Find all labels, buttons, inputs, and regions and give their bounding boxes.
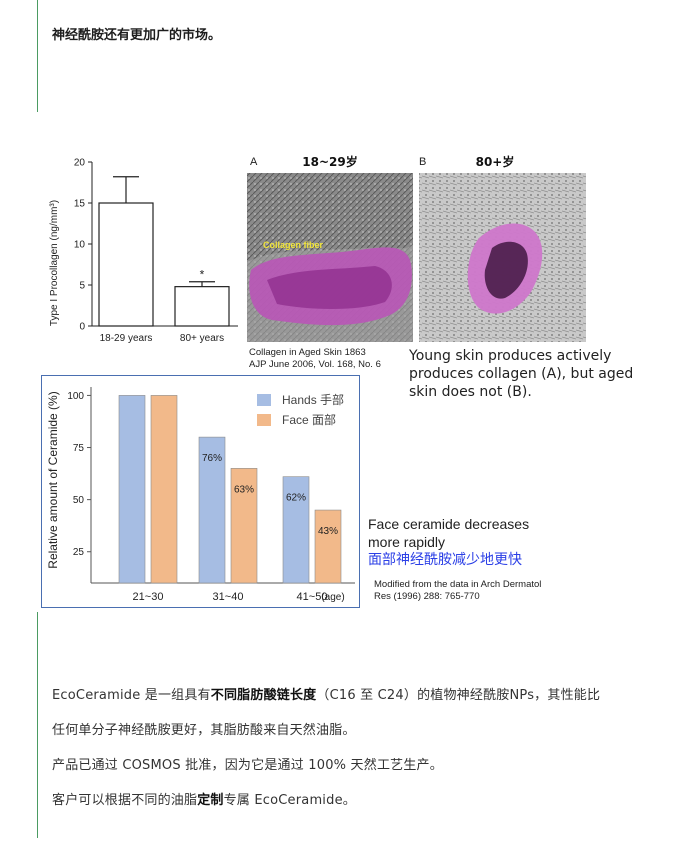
left-rule-top: [37, 0, 38, 112]
ceramide-bar-0-0: [118, 395, 146, 584]
ceramide-value-1-1: 63%: [234, 484, 254, 495]
ceramide-tick-label-0: 25: [73, 547, 85, 558]
ceramide-tick-label-1: 50: [73, 495, 85, 506]
ceramide-bar-0-2: [282, 476, 310, 584]
procollagen-xlabel-0: 18-29 years: [100, 333, 153, 344]
paragraph-4: 客户可以根据不同的油脂定制专属 EcoCeramide。: [52, 789, 356, 808]
ceramide-source: Modified from the data in Arch Dermatol …: [374, 579, 541, 603]
legend-hands: Hands 手部: [282, 392, 344, 407]
panel-b-letter: B: [419, 156, 426, 168]
paragraph-4-bold: 定制: [197, 793, 224, 808]
panel-a-title: 18~29岁: [302, 154, 357, 169]
procollagen-chart: Type I Procollagen (ng/mm³) 0 5 10 15 20 18-…: [38, 152, 243, 348]
procollagen-tick-label-0: 0: [79, 322, 85, 333]
procollagen-xlabels: 18-29 years 80+ years: [100, 333, 225, 344]
age-unit-label: (age): [321, 592, 344, 603]
legend-face: Face 面部: [282, 412, 336, 427]
paragraph-4-post: 专属 EcoCeramide。: [223, 793, 356, 808]
procollagen-ticks: 0 5 10 15 20: [74, 158, 92, 333]
ceramide-source-line1: Modified from the data in Arch Dermatol: [374, 579, 542, 590]
paragraph-2: 任何单分子神经酰胺更好，其脂肪酸来自天然油脂。: [52, 723, 356, 738]
ceramide-legend: Hands 手部 Face 面部: [257, 392, 344, 427]
ceramide-tick-label-2: 75: [73, 443, 85, 454]
ceramide-note-cn: 面部神经酰胺减少地更快: [368, 552, 522, 568]
panel-a-letter: A: [250, 156, 258, 168]
procollagen-tick-label-2: 10: [74, 240, 86, 251]
ceramide-bar-1-1: [230, 468, 258, 584]
collagen-note: Young skin produces actively produces co…: [409, 348, 634, 400]
procollagen-bar-0: [98, 202, 154, 327]
paragraph-1-pre: EcoCeramide 是一组具有: [52, 688, 211, 703]
micrograph-source: Collagen in Aged Skin 1863 AJP June 2006…: [249, 347, 381, 371]
ceramide-bars: 76% 63% 62% 43%: [118, 395, 342, 584]
micrograph-panel: A 18~29岁 B 80+岁 Collagen fiber: [247, 152, 586, 342]
ceramide-xlabels: 21~30 31~40 41~50: [133, 591, 328, 603]
ceramide-xlabel-0: 21~30: [133, 591, 164, 603]
paragraph-1-post: （C16 至 C24）的植物神经酰胺NPs，其性能比: [316, 688, 601, 703]
procollagen-tick-label-4: 20: [74, 158, 86, 169]
paragraph-1: EcoCeramide 是一组具有不同脂肪酸链长度（C16 至 C24）的植物神…: [52, 684, 600, 703]
procollagen-bar-1: [174, 286, 230, 327]
ceramide-bar-1-2: [314, 509, 342, 584]
procollagen-tick-label-1: 5: [79, 281, 85, 292]
paragraph-3: 产品已通过 COSMOS 批准，因为它是通过 100% 天然工艺生产。: [52, 758, 443, 773]
ceramide-note-line1: Face ceramide decreases: [368, 516, 530, 532]
ceramide-ylabel: Relative amount of Ceramide (%): [46, 391, 60, 568]
left-rule-bottom: [37, 612, 38, 838]
ceramide-xlabel-2: 41~50: [297, 591, 328, 603]
procollagen-bars: [98, 176, 230, 327]
micrograph-source-line1: Collagen in Aged Skin 1863: [249, 347, 366, 358]
ceramide-xlabel-1: 31~40: [213, 591, 244, 603]
ceramide-note-line2: more rapidly: [368, 534, 446, 550]
ceramide-bar-1-0: [150, 395, 178, 584]
micrograph-source-line2: AJP June 2006, Vol. 168, No. 6: [249, 359, 381, 370]
ceramide-bar-0-1: [198, 436, 226, 584]
panel-b-title: 80+岁: [476, 154, 515, 169]
ceramide-ticks: 25 50 75 100: [67, 391, 91, 558]
procollagen-tick-label-3: 15: [74, 199, 86, 210]
ceramide-note: Face ceramide decreases more rapidly 面部神…: [368, 515, 529, 569]
ceramide-value-0-2: 62%: [286, 493, 306, 504]
significance-star: *: [200, 268, 205, 282]
intro-text: 神经酰胺还有更加广的市场。: [52, 28, 222, 43]
ceramide-source-line2: Res (1996) 288: 765-770: [374, 591, 480, 602]
micrograph-image: A 18~29岁 B 80+岁 Collagen fiber: [247, 152, 586, 342]
paragraph-4-pre: 客户可以根据不同的油脂: [52, 793, 198, 808]
legend-swatch-hands: [257, 394, 271, 406]
ceramide-value-0-1: 76%: [202, 453, 222, 464]
procollagen-ylabel: Type I Procollagen (ng/mm³): [49, 200, 60, 326]
legend-swatch-face: [257, 414, 271, 426]
paragraph-1-bold: 不同脂肪酸链长度: [210, 688, 317, 703]
ceramide-chart: Relative amount of Ceramide (%) 25 50 75 10…: [41, 375, 360, 608]
ceramide-tick-label-3: 100: [67, 391, 84, 402]
ceramide-value-1-2: 43%: [318, 526, 338, 537]
collagen-fiber-label: Collagen fiber: [263, 240, 324, 250]
procollagen-xlabel-1: 80+ years: [180, 333, 224, 344]
